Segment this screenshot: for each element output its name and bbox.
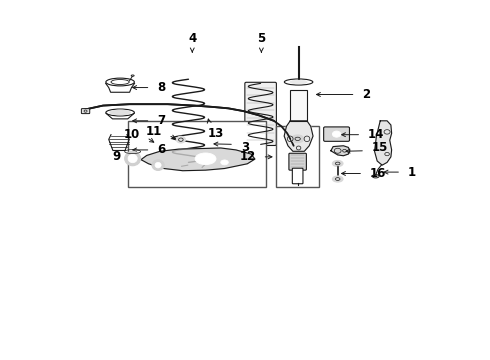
FancyBboxPatch shape [128, 121, 267, 187]
Ellipse shape [292, 135, 304, 143]
Ellipse shape [152, 160, 164, 170]
Polygon shape [141, 148, 255, 171]
Ellipse shape [128, 154, 137, 163]
Text: 12: 12 [240, 150, 256, 163]
Ellipse shape [332, 131, 341, 137]
Ellipse shape [124, 151, 141, 166]
Ellipse shape [290, 80, 307, 84]
Ellipse shape [220, 160, 228, 165]
Ellipse shape [195, 153, 216, 165]
Ellipse shape [332, 176, 343, 182]
FancyBboxPatch shape [293, 168, 303, 184]
Text: 15: 15 [372, 141, 388, 154]
Text: 16: 16 [370, 167, 386, 180]
Text: 13: 13 [208, 127, 224, 140]
Polygon shape [374, 121, 392, 165]
Text: 1: 1 [408, 166, 416, 179]
Text: 3: 3 [241, 141, 249, 154]
Text: 5: 5 [257, 32, 266, 45]
Ellipse shape [155, 162, 161, 168]
Text: 10: 10 [123, 128, 140, 141]
Polygon shape [331, 146, 350, 156]
Text: 11: 11 [145, 125, 162, 138]
Text: 4: 4 [188, 32, 196, 45]
FancyBboxPatch shape [289, 153, 306, 170]
Text: 2: 2 [363, 88, 370, 101]
Polygon shape [284, 121, 313, 151]
FancyBboxPatch shape [324, 127, 349, 141]
Text: 6: 6 [157, 143, 166, 157]
Text: 9: 9 [113, 150, 121, 163]
FancyBboxPatch shape [290, 90, 307, 121]
Text: 14: 14 [368, 128, 385, 141]
FancyBboxPatch shape [276, 126, 319, 187]
Text: 7: 7 [157, 114, 166, 127]
FancyBboxPatch shape [245, 82, 276, 145]
Ellipse shape [332, 161, 343, 167]
FancyBboxPatch shape [81, 109, 90, 114]
Ellipse shape [110, 110, 130, 115]
Text: 8: 8 [157, 81, 166, 94]
Ellipse shape [176, 136, 185, 143]
